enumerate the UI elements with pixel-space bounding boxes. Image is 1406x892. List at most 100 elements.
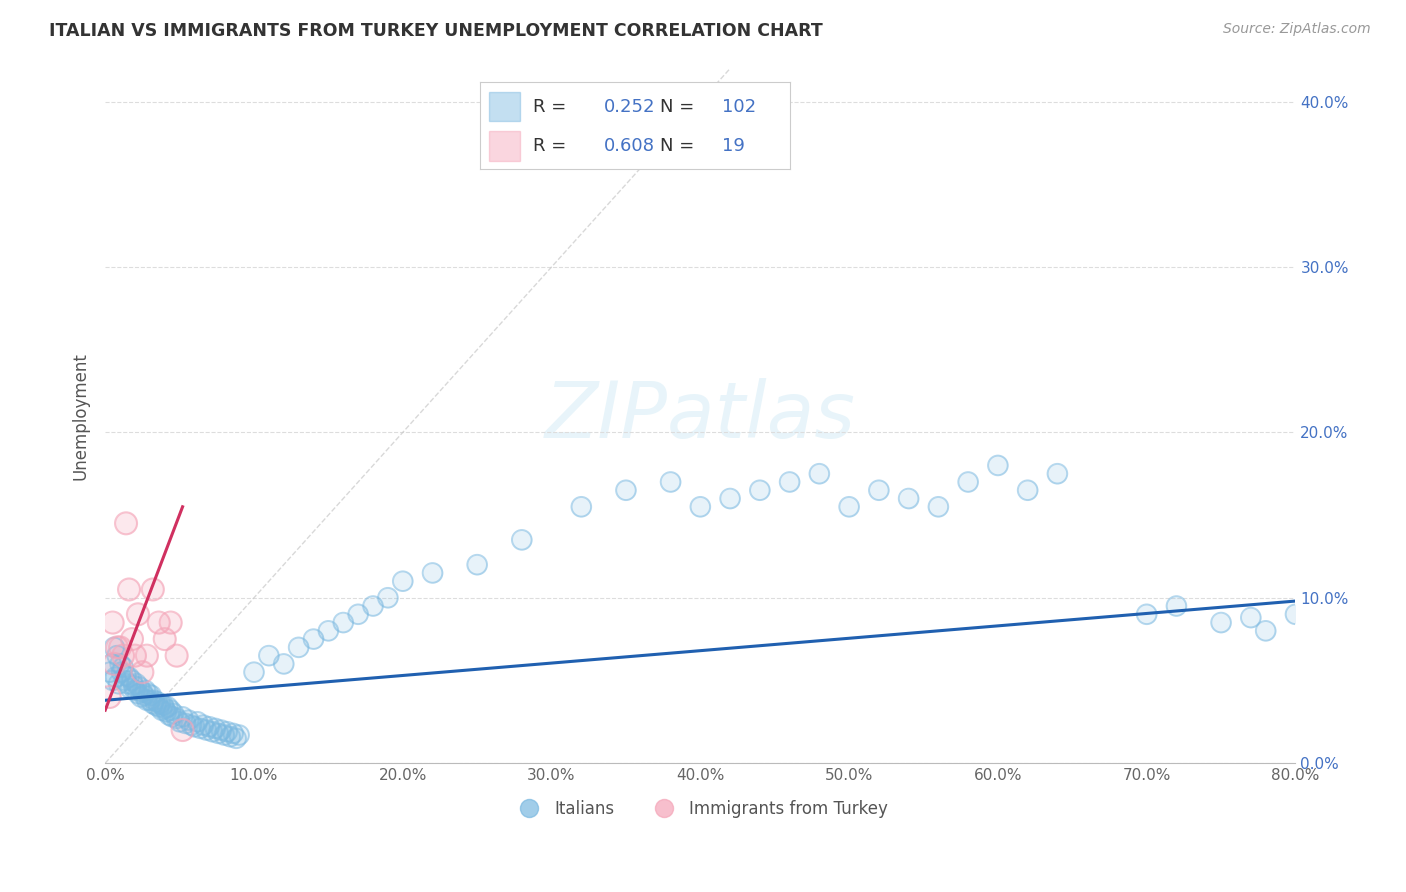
Point xyxy=(212,728,235,742)
Point xyxy=(160,710,183,724)
Point xyxy=(131,685,153,699)
Point xyxy=(142,582,165,597)
Point xyxy=(105,648,128,663)
Point xyxy=(155,705,177,719)
Point xyxy=(112,648,135,663)
Point xyxy=(172,710,194,724)
Legend: Italians, Immigrants from Turkey: Italians, Immigrants from Turkey xyxy=(506,793,894,824)
Point xyxy=(124,648,146,663)
Point xyxy=(148,615,170,630)
Point xyxy=(159,615,181,630)
Point xyxy=(156,699,179,714)
Text: Source: ZipAtlas.com: Source: ZipAtlas.com xyxy=(1223,22,1371,37)
Point xyxy=(465,558,488,572)
Point xyxy=(121,632,143,646)
Point xyxy=(169,714,191,729)
Point xyxy=(1166,599,1188,613)
Point xyxy=(157,708,180,723)
Point xyxy=(104,670,127,684)
Point xyxy=(142,697,165,711)
Point xyxy=(614,483,637,498)
Point xyxy=(332,615,354,630)
Point xyxy=(465,558,488,572)
Point xyxy=(569,500,592,514)
Point xyxy=(100,657,122,671)
Point xyxy=(204,722,226,736)
Point xyxy=(103,640,125,655)
Point xyxy=(987,458,1010,473)
Point xyxy=(108,640,131,655)
Point xyxy=(868,483,890,498)
Point xyxy=(108,657,131,671)
Point xyxy=(1017,483,1039,498)
Point xyxy=(110,665,132,680)
Point xyxy=(101,615,124,630)
Point xyxy=(1136,607,1159,622)
Point xyxy=(243,665,266,680)
Point xyxy=(98,690,121,704)
Point xyxy=(190,722,212,736)
Point xyxy=(219,730,242,744)
Point xyxy=(131,665,153,680)
Point xyxy=(957,475,980,489)
Point xyxy=(115,668,138,682)
Point xyxy=(157,708,180,723)
Point xyxy=(156,699,179,714)
Point xyxy=(347,607,370,622)
Point xyxy=(166,648,188,663)
Point xyxy=(124,683,146,698)
Point xyxy=(195,723,218,737)
Point xyxy=(868,483,890,498)
Point xyxy=(159,703,181,717)
Point xyxy=(134,683,156,698)
Point xyxy=(118,670,141,684)
Point xyxy=(107,677,129,691)
Point xyxy=(122,678,145,692)
Point xyxy=(112,660,135,674)
Point xyxy=(166,648,188,663)
Point xyxy=(318,624,340,638)
Point xyxy=(198,720,221,734)
Point xyxy=(120,681,142,696)
Point xyxy=(125,677,148,691)
Point xyxy=(135,693,157,707)
Text: ZIPatlas: ZIPatlas xyxy=(546,378,856,454)
Point xyxy=(207,726,229,740)
Point xyxy=(132,689,155,703)
Point xyxy=(150,703,173,717)
Point xyxy=(141,689,163,703)
Point xyxy=(118,582,141,597)
Point xyxy=(987,458,1010,473)
Point xyxy=(190,722,212,736)
Point xyxy=(180,718,202,732)
Point xyxy=(1240,610,1263,624)
Point xyxy=(718,491,741,506)
Point xyxy=(897,491,920,506)
Point xyxy=(141,689,163,703)
Point xyxy=(138,687,160,701)
Point xyxy=(257,648,280,663)
Point xyxy=(180,718,202,732)
Point xyxy=(222,726,245,740)
Point xyxy=(614,483,637,498)
Point xyxy=(163,706,186,721)
Point xyxy=(391,574,413,589)
Point xyxy=(104,670,127,684)
Point xyxy=(1240,610,1263,624)
Point xyxy=(927,500,949,514)
Point xyxy=(808,467,831,481)
Point xyxy=(957,475,980,489)
Point xyxy=(689,500,711,514)
Point xyxy=(377,591,399,605)
Point xyxy=(808,467,831,481)
Point xyxy=(1017,483,1039,498)
Point xyxy=(183,720,205,734)
Point xyxy=(391,574,413,589)
Point xyxy=(159,615,181,630)
Point xyxy=(212,728,235,742)
Point xyxy=(127,607,149,622)
Point xyxy=(166,711,188,725)
Point xyxy=(217,724,239,739)
Point xyxy=(163,706,186,721)
Point xyxy=(1046,467,1069,481)
